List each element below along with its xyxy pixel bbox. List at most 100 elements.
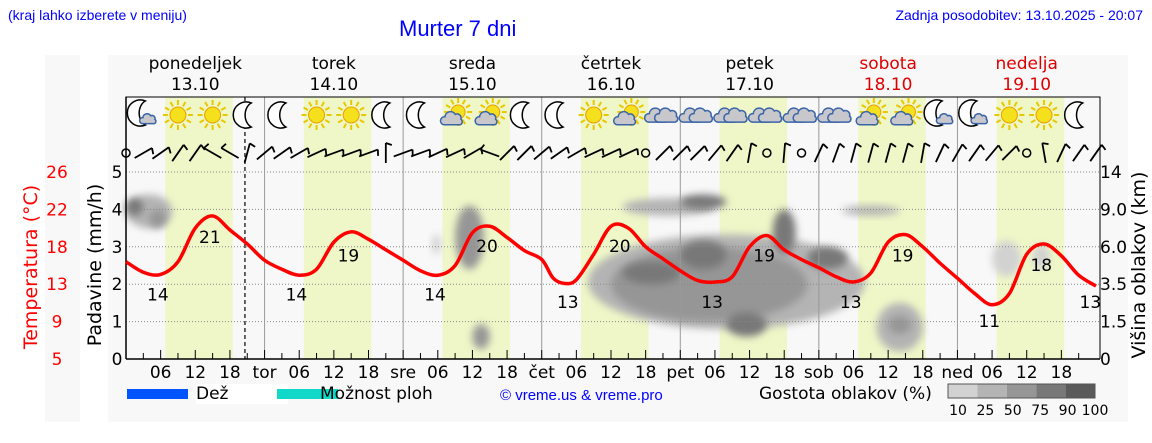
sun-ray [320, 101, 325, 107]
sun-ray [580, 119, 586, 124]
precip-axis-title: Padavine (mm/h) [84, 184, 106, 347]
cloud-density-swatch [977, 384, 1007, 398]
daylight-band [580, 97, 649, 359]
cloud-cell [772, 209, 796, 255]
wind-barb-icon [516, 145, 536, 161]
day-date: 19.10 [1002, 75, 1051, 95]
day-date: 18.10 [864, 75, 913, 95]
sun-ray [324, 119, 331, 124]
wind-barb-feather [428, 149, 431, 156]
x-tick-label: ned [941, 363, 973, 383]
wind-barb-staff [290, 147, 309, 159]
wind-barb-staff [203, 147, 222, 159]
cloud-height-tick-label: 3.5 [1100, 275, 1127, 295]
cloud-cell [680, 240, 727, 270]
sun-ray [1030, 106, 1036, 111]
wind-barb-feather [513, 145, 518, 152]
cloud-shape [138, 113, 157, 125]
temperature-label: 19 [753, 246, 775, 266]
wind-barb-feather [566, 147, 570, 154]
cloud-icon [817, 107, 852, 123]
wind-barb-icon [935, 143, 950, 163]
location-hint-link[interactable]: (kraj lahko izberete v meniju) [8, 7, 187, 23]
wind-barb-staff [358, 148, 379, 158]
wind-barb-icon [1056, 143, 1071, 163]
sun-ray [303, 119, 309, 124]
moon-shape [958, 99, 979, 127]
sun-ray [216, 101, 221, 107]
sun-disc [169, 106, 187, 124]
sun-ray [580, 106, 586, 111]
wind-barb-icon [1072, 144, 1089, 162]
sun-ray [450, 99, 455, 105]
wind-barb-staff [516, 145, 533, 161]
wind-barb-staff [831, 143, 841, 163]
sun-ray [182, 123, 187, 129]
wind-barb-feather [463, 148, 466, 156]
x-tick-label: 12 [462, 363, 484, 383]
sun-ray [861, 104, 867, 109]
wind-barb-staff [884, 143, 892, 163]
cloud-shape [612, 110, 637, 126]
cloud-density-tick-label: 25 [976, 403, 994, 419]
cloud-shape [792, 107, 818, 123]
temperature-label: 19 [338, 246, 360, 266]
sun-cloud-icon [439, 98, 473, 126]
wind-barb-feather [1083, 144, 1089, 151]
wind-barb-feather [530, 145, 536, 152]
sun-ray [164, 106, 170, 111]
moon-cloud-icon [923, 99, 954, 127]
temperature-label: 11 [978, 312, 1000, 332]
copyright-link[interactable]: © vreme.us & vreme.pro [500, 387, 663, 404]
wind-barb-icon [1041, 142, 1049, 164]
cloud-height-tick-label: 9.0 [1100, 200, 1127, 220]
cloud-cell [149, 209, 167, 229]
x-tick-label: 18 [635, 363, 657, 383]
x-tick-label: 12 [600, 363, 622, 383]
moon-icon [371, 101, 392, 129]
wind-barb-icon [850, 142, 862, 163]
daylight-band [303, 97, 372, 359]
wind-barb-icon [813, 143, 829, 163]
wind-barb-feather [167, 147, 172, 154]
wind-barb-staff [672, 145, 688, 161]
sun-icon [197, 100, 228, 130]
sun-ray [337, 106, 344, 111]
temperature-label: 20 [609, 237, 631, 257]
wind-barb-staff [746, 142, 753, 164]
moon-icon [405, 101, 427, 129]
temperature-label: 13 [840, 293, 862, 313]
wind-barb-feather [324, 148, 328, 156]
wind-barb-feather [636, 148, 640, 156]
wind-calm-icon [640, 148, 651, 158]
x-tick-label: čet [528, 363, 555, 383]
sun-ray [634, 119, 640, 125]
wind-barb-icon [134, 147, 155, 159]
sun-ray [1035, 123, 1040, 129]
temperature-label: 13 [701, 293, 723, 313]
wind-barb-feather [220, 143, 227, 149]
cloud-height-tick-label: 14 [1100, 163, 1122, 183]
sun-ray [865, 99, 871, 105]
wind-barb-icon [725, 144, 743, 162]
x-tick-label: 12 [739, 363, 761, 383]
x-tick-label: 18 [358, 363, 380, 383]
wind-barb-icon [324, 148, 345, 158]
wind-barb-feather [249, 142, 256, 148]
cloud-icon [643, 107, 679, 123]
cloud-shape [970, 113, 989, 125]
x-tick-label: sob [804, 363, 834, 383]
sun-icon [301, 100, 332, 130]
wind-barb-staff [341, 148, 361, 158]
x-tick-label: 06 [981, 363, 1003, 383]
sun-ray [1013, 123, 1018, 129]
x-tick-label: 12 [323, 363, 345, 383]
wind-barb-staff [410, 148, 431, 158]
wind-barb-staff [689, 145, 706, 161]
x-tick-label: pet [666, 363, 694, 383]
moon-icon [267, 101, 288, 129]
sun-ray [220, 119, 227, 124]
temperature-tick-label: 18 [46, 238, 68, 258]
wind-barb-staff [813, 143, 824, 163]
